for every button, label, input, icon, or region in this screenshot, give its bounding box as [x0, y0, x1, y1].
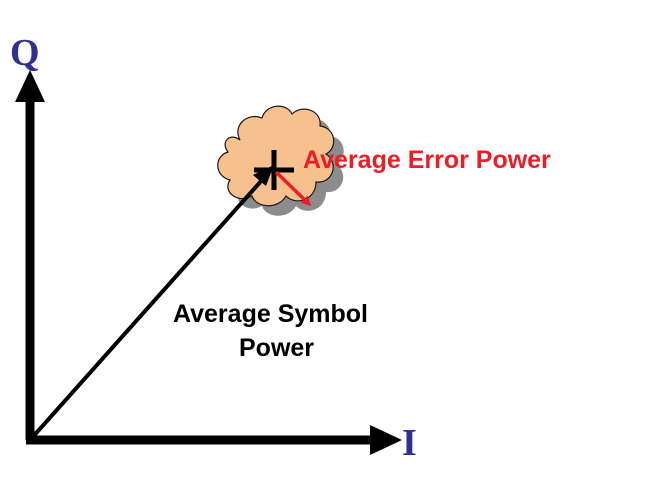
symbol-power-label-line2: Power [239, 334, 315, 362]
symbol-vector-line [28, 178, 264, 442]
q-axis-arrowhead [15, 70, 45, 102]
q-axis-label: Q [10, 32, 40, 74]
symbol-power-label-line1: Average Symbol [173, 300, 368, 328]
i-axis-arrowhead [370, 425, 402, 455]
ideal-symbol-plus-marker [254, 150, 294, 190]
i-axis-label: I [402, 422, 417, 464]
error-vector [274, 170, 312, 207]
error-power-label: Average Error Power [303, 146, 551, 174]
